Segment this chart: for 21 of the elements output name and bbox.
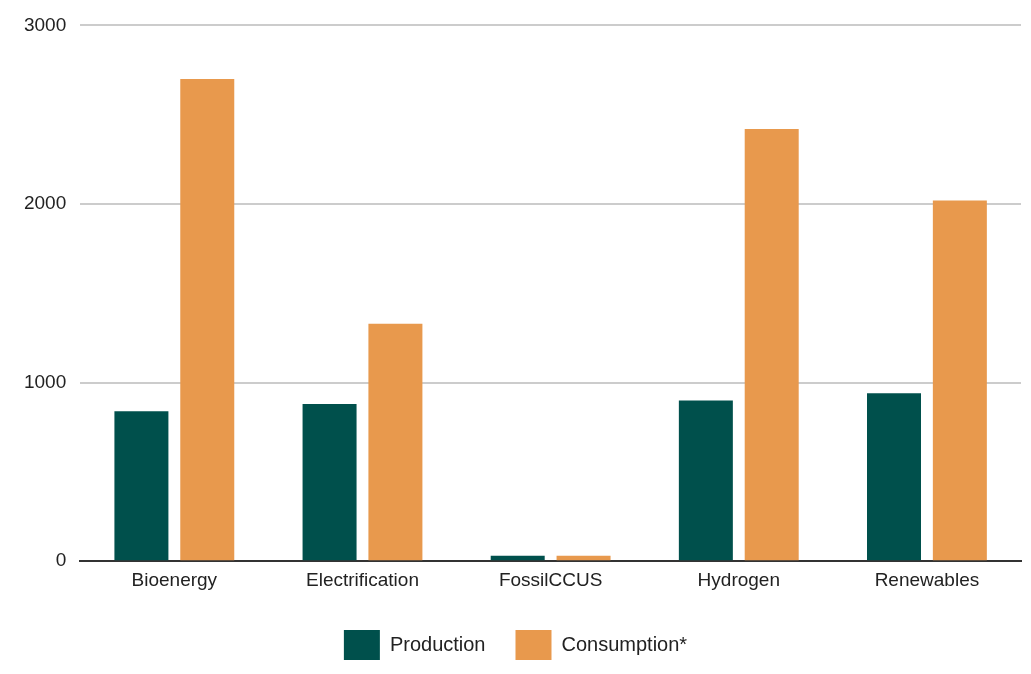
y-tick-label: 2000 xyxy=(23,192,67,214)
bar xyxy=(678,400,733,561)
x-tick-label: Renewables xyxy=(874,568,980,590)
bar xyxy=(302,404,357,561)
y-tick-label: 0 xyxy=(55,549,67,571)
x-tick-label: Bioenergy xyxy=(131,568,218,590)
bar xyxy=(556,555,611,561)
bar xyxy=(867,393,921,561)
bar xyxy=(180,78,235,561)
x-tick-label: Hydrogen xyxy=(697,568,780,590)
y-tick-label: 1000 xyxy=(23,370,67,392)
x-tick-label: FossilCCUS xyxy=(498,568,603,590)
x-tick-label: Electrification xyxy=(305,568,419,590)
bar xyxy=(114,411,169,561)
legend-label: Production xyxy=(389,632,486,655)
bar xyxy=(490,555,545,561)
bar xyxy=(368,323,423,561)
y-tick-label: 3000 xyxy=(23,13,67,35)
bar xyxy=(744,128,799,561)
legend-label: Consumption* xyxy=(561,632,688,655)
bar xyxy=(932,200,987,561)
